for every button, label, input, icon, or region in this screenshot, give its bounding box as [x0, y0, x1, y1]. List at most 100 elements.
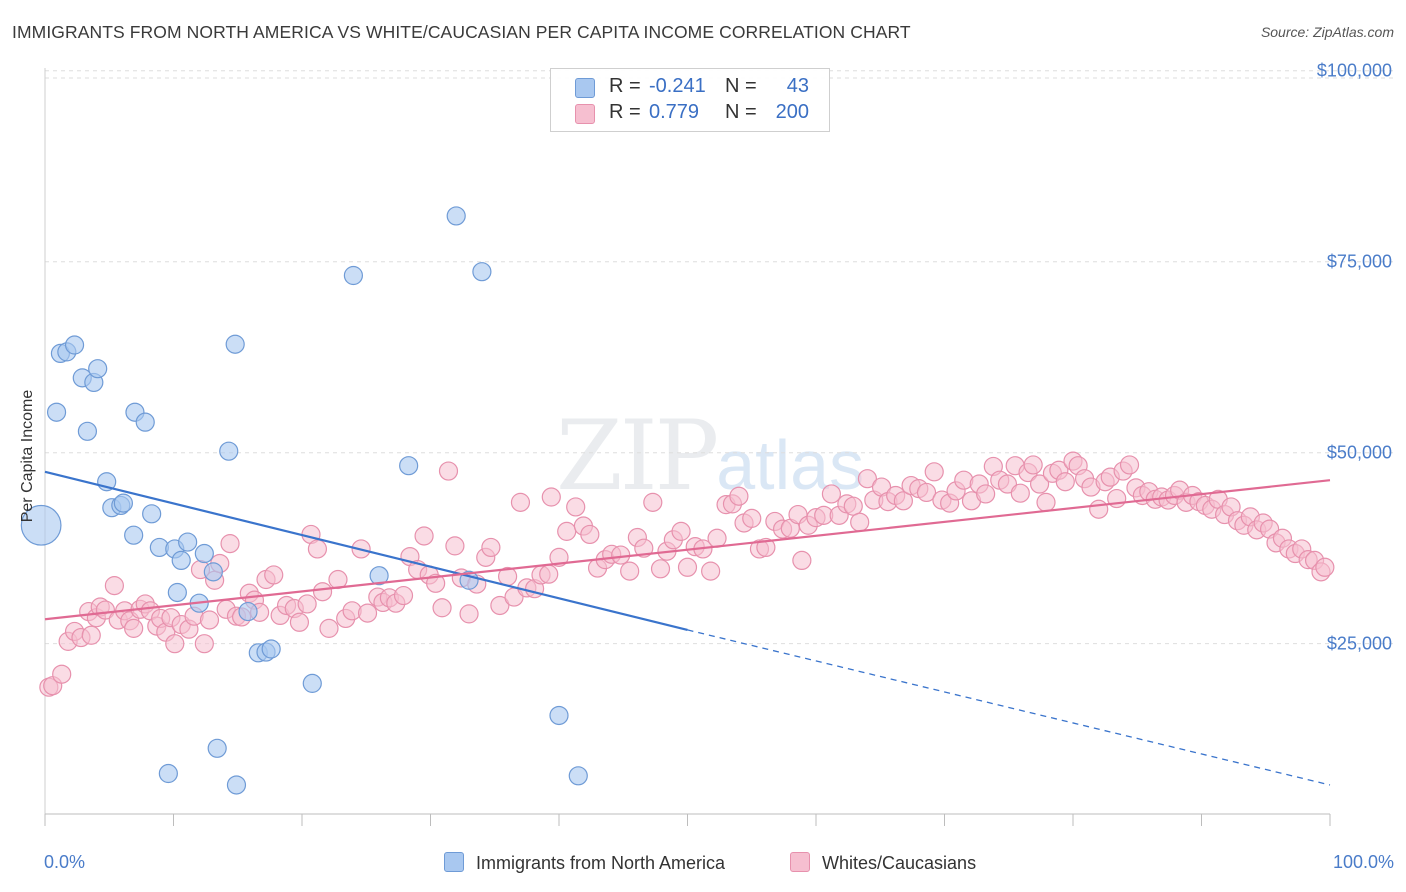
whites-point — [52, 664, 72, 684]
whites-point — [438, 461, 459, 481]
chart-title: IMMIGRANTS FROM NORTH AMERICA VS WHITE/C… — [12, 22, 911, 42]
whites-point — [481, 537, 501, 558]
whites-point — [289, 612, 310, 632]
watermark-zip: ZIP — [556, 400, 719, 512]
whites-point — [916, 482, 937, 503]
legend-swatch-blue — [575, 78, 595, 98]
whites-point — [312, 582, 333, 602]
whites-point — [850, 512, 870, 532]
whites-point — [194, 634, 214, 654]
legend-item-whites: Whites/Caucasians — [790, 852, 976, 874]
whites-point — [742, 508, 762, 528]
immigrants-point — [113, 493, 133, 513]
whites-point — [199, 610, 220, 630]
whites-point — [650, 559, 671, 579]
whites-point — [620, 561, 640, 581]
immigrants-point — [20, 504, 62, 546]
whites-point — [729, 486, 749, 506]
whites-point — [1023, 455, 1043, 475]
whites-point — [1119, 455, 1140, 475]
whites-point — [445, 536, 465, 556]
y-tick-label: $75,000 — [1326, 251, 1392, 272]
source-credit: Source: ZipAtlas.com — [1260, 24, 1394, 40]
whites-point — [893, 491, 913, 511]
immigrants-trend-extension — [687, 629, 1331, 786]
whites-point — [510, 492, 531, 512]
whites-point — [557, 521, 577, 541]
legend-n-label: N = — [725, 101, 757, 123]
y-tick-label: $50,000 — [1326, 442, 1392, 463]
whites-point — [924, 462, 944, 482]
immigrants-point — [207, 738, 227, 758]
whites-point — [81, 625, 101, 645]
legend-n-value: 200 — [775, 101, 809, 123]
whites-point — [643, 492, 663, 512]
legend-item-immigrants: Immigrants from North America — [444, 852, 725, 874]
whites-point — [426, 573, 446, 593]
whites-point — [707, 528, 727, 548]
whites-point — [432, 598, 452, 618]
whites-point — [414, 526, 434, 546]
whites-point — [1055, 472, 1075, 492]
immigrants-point — [77, 421, 98, 441]
whites-point — [580, 524, 600, 545]
immigrants-point — [194, 543, 214, 564]
whites-point — [792, 550, 812, 571]
immigrants-point — [302, 673, 322, 693]
y-axis-label: Per Capita Income — [19, 389, 36, 523]
whites-point — [319, 618, 339, 638]
whites-point — [264, 565, 284, 585]
whites-point — [297, 594, 317, 614]
immigrants-point — [226, 775, 247, 795]
x-tick-label-max: 100.0% — [1332, 852, 1394, 872]
legend-n-value: 43 — [786, 75, 809, 97]
legend-swatch-pink — [790, 852, 810, 872]
whites-point — [976, 484, 996, 504]
x-tick-label-min: 0.0% — [44, 852, 86, 872]
legend-r-value: -0.241 — [649, 75, 706, 97]
immigrants-point — [171, 550, 191, 571]
immigrants-point — [178, 532, 198, 552]
immigrants-point — [124, 525, 144, 545]
whites-point — [104, 576, 124, 596]
immigrants-point — [167, 582, 187, 603]
immigrants-point — [158, 763, 178, 784]
whites-point — [165, 634, 185, 654]
whites-point — [671, 521, 691, 541]
immigrants-point — [369, 566, 389, 586]
immigrants-point — [88, 359, 108, 379]
legend-label: Whites/Caucasians — [822, 853, 977, 873]
immigrants-point — [203, 562, 223, 582]
whites-point — [459, 604, 479, 624]
immigrants-point — [142, 504, 162, 524]
whites-point — [566, 497, 586, 517]
whites-point — [220, 534, 240, 554]
immigrants-point — [568, 766, 588, 786]
whites-point — [1029, 474, 1050, 494]
legend-r-value: 0.779 — [649, 101, 700, 123]
whites-point — [307, 539, 328, 559]
immigrants-point — [446, 206, 466, 226]
immigrants-trend-line — [44, 470, 688, 631]
immigrants-point — [549, 705, 569, 726]
whites-point — [124, 618, 144, 638]
whites-point — [1036, 492, 1056, 512]
immigrants-point — [343, 265, 363, 286]
legend-r-label: R = — [609, 101, 641, 123]
whites-point — [611, 545, 631, 565]
immigrants-point — [261, 639, 281, 659]
whites-trend-line — [44, 479, 1331, 621]
whites-point — [1089, 499, 1109, 519]
legend-label: Immigrants from North America — [476, 853, 726, 873]
immigrants-point — [399, 456, 419, 476]
whites-point — [821, 484, 842, 504]
legend-r-label: R = — [609, 75, 641, 97]
legend-swatch-pink — [575, 104, 595, 124]
whites-point — [490, 595, 510, 616]
immigrants-point — [219, 441, 239, 461]
whites-point — [857, 469, 878, 489]
whites-point — [843, 496, 863, 516]
whites-point — [634, 538, 654, 558]
immigrants-point — [64, 335, 85, 355]
